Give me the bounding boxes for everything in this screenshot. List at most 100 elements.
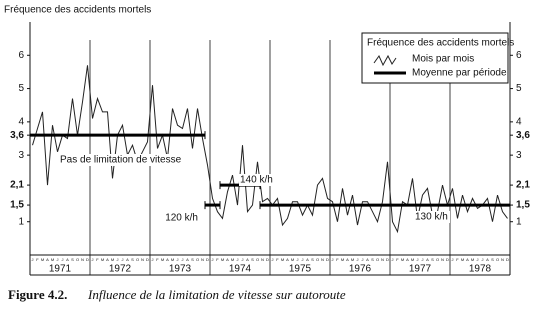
legend-label: Moyenne par période: [412, 68, 507, 79]
month-label: A: [186, 257, 189, 262]
y-tick-label-right: 1: [516, 216, 522, 227]
y-tick-label: 5: [18, 83, 24, 94]
month-label: M: [161, 257, 164, 262]
month-label: J: [177, 257, 179, 262]
month-label: J: [332, 257, 334, 262]
month-label: M: [231, 257, 234, 262]
month-label: M: [461, 257, 464, 262]
month-label: M: [401, 257, 404, 262]
month-label: N: [321, 257, 324, 262]
y-tick-label: 1,5: [10, 200, 24, 211]
month-label: F: [396, 257, 399, 262]
month-label: A: [406, 257, 409, 262]
month-label: N: [81, 257, 84, 262]
month-label: J: [452, 257, 454, 262]
month-label: A: [486, 257, 489, 262]
year-label: 1972: [109, 264, 132, 275]
month-label: M: [411, 257, 414, 262]
year-label: 1974: [229, 264, 252, 275]
month-label: J: [237, 257, 239, 262]
month-label: A: [366, 257, 369, 262]
month-label: M: [291, 257, 294, 262]
month-label: D: [266, 257, 269, 262]
y-tick-label-right: 3,6: [516, 130, 530, 141]
month-label: N: [441, 257, 444, 262]
month-label: M: [41, 257, 44, 262]
month-label: D: [506, 257, 509, 262]
label-bg: [239, 174, 275, 186]
month-label: S: [71, 257, 74, 262]
month-label: S: [491, 257, 494, 262]
y-tick-label-right: 5: [516, 83, 522, 94]
year-label: 1978: [469, 264, 492, 275]
month-label: A: [106, 257, 109, 262]
y-tick-label-right: 1,5: [516, 200, 530, 211]
month-label: J: [362, 257, 364, 262]
legend-line-icon: [373, 54, 397, 67]
month-label: J: [242, 257, 244, 262]
month-label: F: [276, 257, 279, 262]
series-line: [32, 65, 508, 234]
label-bg: [414, 211, 450, 223]
month-label: A: [346, 257, 349, 262]
year-label: 1973: [169, 264, 192, 275]
month-label: D: [146, 257, 149, 262]
month-label: S: [191, 257, 194, 262]
month-label: O: [196, 257, 199, 262]
month-label: M: [111, 257, 114, 262]
month-label: J: [92, 257, 94, 262]
month-label: D: [446, 257, 449, 262]
month-label: J: [182, 257, 184, 262]
month-label: A: [466, 257, 469, 262]
month-label: O: [436, 257, 439, 262]
month-label: F: [336, 257, 339, 262]
month-label: M: [221, 257, 224, 262]
month-label: D: [86, 257, 89, 262]
y-tick-label: 4: [18, 116, 24, 127]
month-label: J: [302, 257, 304, 262]
month-label: M: [471, 257, 474, 262]
month-label: F: [36, 257, 39, 262]
y-label: Fréquence des accidents mortels: [4, 5, 151, 16]
month-label: A: [306, 257, 309, 262]
month-label: S: [251, 257, 254, 262]
period-label: 120 k/h: [165, 213, 198, 224]
caption-text: Influence de la limitation de vitesse su…: [87, 287, 346, 302]
month-label: O: [136, 257, 139, 262]
month-label: J: [357, 257, 359, 262]
period-label: 140 k/h: [240, 175, 273, 186]
legend-label: Mois par mois: [412, 54, 474, 65]
month-label: J: [482, 257, 484, 262]
label-bg: [59, 154, 199, 166]
month-label: N: [381, 257, 384, 262]
y-tick-label: 3,6: [10, 130, 24, 141]
month-label: J: [32, 257, 34, 262]
month-label: M: [51, 257, 54, 262]
month-label: F: [456, 257, 459, 262]
month-label: J: [417, 257, 419, 262]
month-label: F: [156, 257, 159, 262]
y-tick-label: 1: [18, 216, 24, 227]
month-label: O: [376, 257, 379, 262]
month-label: F: [96, 257, 99, 262]
month-label: O: [316, 257, 319, 262]
y-tick-label: 2,1: [10, 180, 24, 191]
month-label: M: [281, 257, 284, 262]
month-label: A: [226, 257, 229, 262]
month-label: A: [126, 257, 129, 262]
month-label: J: [152, 257, 154, 262]
month-label: A: [246, 257, 249, 262]
y-tick-label: 3: [18, 150, 24, 161]
month-label: N: [501, 257, 504, 262]
month-label: D: [206, 257, 209, 262]
month-label: A: [426, 257, 429, 262]
month-label: O: [256, 257, 259, 262]
month-label: O: [76, 257, 79, 262]
month-label: O: [496, 257, 499, 262]
y-tick-label-right: 2,1: [516, 180, 530, 191]
period-label: 130 k/h: [415, 212, 448, 223]
month-label: M: [351, 257, 354, 262]
caption-label: Figure 4.2.: [8, 287, 67, 302]
month-label: M: [341, 257, 344, 262]
